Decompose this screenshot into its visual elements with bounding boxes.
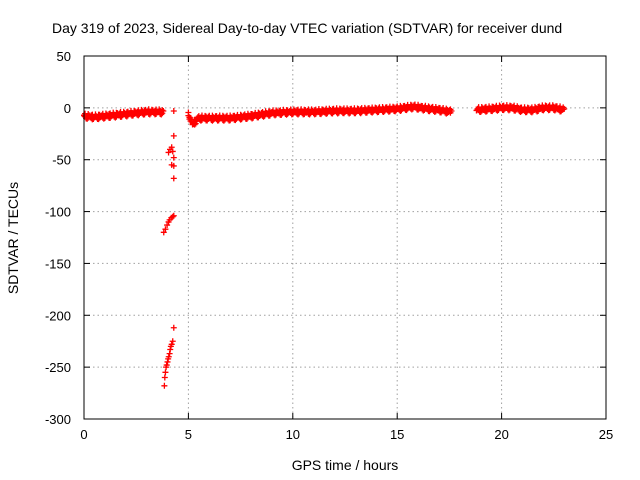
x-axis-label: GPS time / hours — [292, 457, 399, 473]
y-tick-label: 50 — [57, 49, 71, 64]
data-point — [191, 121, 198, 128]
data-point — [170, 324, 177, 331]
data-point — [561, 105, 568, 112]
data-point — [168, 341, 175, 348]
data-point — [164, 222, 171, 229]
data-point — [170, 132, 177, 139]
x-tick-label: 10 — [286, 427, 300, 442]
data-point — [170, 162, 177, 169]
data-point — [170, 107, 177, 114]
axis-ticks: 0 5 10 15 20 25 50 0 -50 -100 -150 -200 -250 -300 — [45, 49, 613, 442]
x-tick-label: 20 — [494, 427, 508, 442]
data-point — [161, 374, 168, 381]
data-point — [170, 154, 177, 161]
y-tick-label: -100 — [45, 205, 71, 220]
y-tick-label: 0 — [64, 101, 71, 116]
data-point — [162, 369, 169, 376]
data-point — [161, 382, 168, 389]
y-tick-label: -200 — [45, 308, 71, 323]
data-point — [169, 213, 176, 220]
data-point — [160, 107, 167, 114]
y-tick-label: -50 — [52, 153, 71, 168]
data-point — [168, 144, 175, 151]
x-tick-label: 15 — [390, 427, 404, 442]
y-tick-label: -250 — [45, 360, 71, 375]
x-tick-label: 5 — [185, 427, 192, 442]
chart-title: Day 319 of 2023, Sidereal Day-to-day VTE… — [52, 20, 562, 36]
y-tick-label: -150 — [45, 256, 71, 271]
data-point — [160, 229, 167, 236]
data-point — [169, 338, 176, 345]
data-point — [162, 226, 169, 233]
data-point — [163, 362, 170, 369]
data-point — [169, 148, 176, 155]
data-point — [165, 149, 172, 156]
y-tick-label: -300 — [45, 412, 71, 427]
data-point — [170, 212, 177, 219]
x-tick-label: 25 — [599, 427, 613, 442]
y-axis-label: SDTVAR / TECUs — [5, 182, 21, 294]
plot-frame — [83, 55, 607, 420]
data-point — [448, 107, 455, 114]
data-point — [170, 175, 177, 182]
data-points — [81, 101, 568, 389]
x-tick-label: 0 — [80, 427, 87, 442]
data-point — [158, 111, 165, 118]
data-point — [165, 353, 172, 360]
